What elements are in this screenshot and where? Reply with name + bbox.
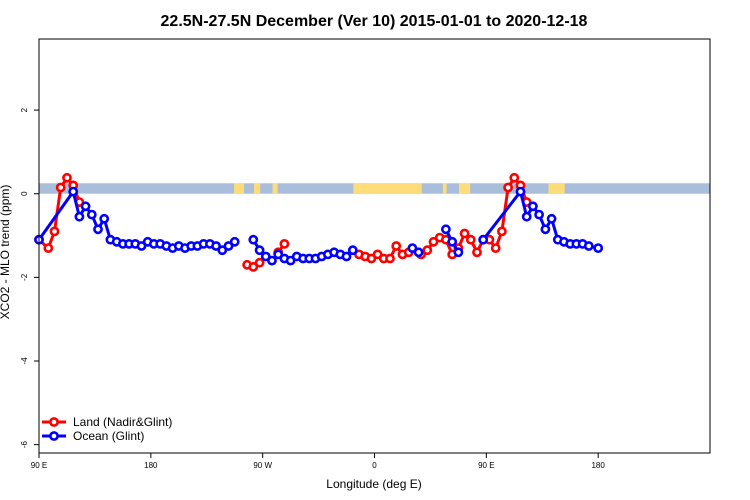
data-point	[440, 224, 451, 235]
data-point	[503, 182, 513, 193]
x-axis: 90 E 180 90 W 0 90 E 180	[31, 453, 605, 470]
data-point	[447, 236, 458, 247]
data-point	[521, 211, 532, 222]
data-point	[49, 226, 60, 237]
data-point	[248, 261, 259, 272]
data-point	[496, 226, 507, 237]
data-point	[55, 182, 66, 193]
data-point	[528, 201, 538, 212]
data-point	[490, 243, 501, 253]
data-point	[99, 213, 110, 224]
x-tick-label: 90 E	[478, 461, 494, 470]
data-point	[74, 211, 85, 222]
data-point	[68, 186, 79, 197]
data-point	[515, 186, 526, 197]
data-point	[341, 251, 352, 262]
data-point	[509, 172, 520, 183]
y-tick-label: -4	[20, 357, 29, 365]
map-land-segment	[272, 183, 278, 194]
data-point	[136, 241, 147, 251]
y-tick-label: 0	[20, 191, 29, 196]
legend-marker	[49, 417, 59, 427]
data-point	[385, 253, 395, 264]
data-point	[534, 209, 544, 220]
data-point	[229, 236, 240, 247]
y-tick-label: 2	[20, 107, 29, 112]
map-land-segment	[548, 183, 565, 194]
data-point	[267, 255, 277, 266]
map-strip	[39, 183, 710, 194]
data-point	[211, 241, 221, 251]
map-land-segment	[234, 183, 245, 194]
legend-label: Ocean (Glint)	[73, 429, 144, 443]
map-land-segment	[458, 183, 471, 194]
data-point	[472, 247, 482, 258]
data-point	[80, 201, 91, 212]
data-point	[413, 247, 424, 258]
data-point	[583, 241, 594, 251]
y-axis-label: XCO2 - MLO trend (ppm)	[0, 185, 12, 320]
data-point	[478, 234, 489, 245]
y-tick-label: -2	[20, 273, 29, 281]
x-axis-label: Longitude (deg E)	[326, 477, 421, 491]
data-point	[391, 241, 402, 251]
legend: Land (Nadir&Glint)Ocean (Glint)	[42, 415, 172, 443]
data-point	[223, 241, 234, 251]
map-land-segment	[442, 183, 447, 194]
x-tick-label: 90 E	[31, 461, 47, 470]
data-point	[254, 245, 265, 256]
x-tick-label: 0	[372, 461, 377, 470]
data-point	[217, 245, 228, 256]
legend-item: Ocean (Glint)	[42, 429, 144, 443]
legend-item: Land (Nadir&Glint)	[42, 415, 172, 429]
data-point	[62, 172, 72, 183]
map-land-segment	[353, 183, 422, 194]
legend-marker	[49, 431, 59, 441]
y-tick-label: -6	[20, 440, 29, 448]
data-point	[93, 224, 103, 235]
data-point	[279, 238, 290, 249]
data-point	[422, 245, 433, 256]
data-point	[407, 243, 418, 253]
y-axis: 2 0 -2 -4 -6	[20, 107, 39, 448]
x-tick-label: 90 W	[253, 461, 272, 470]
data-point	[459, 228, 470, 239]
chart-title: 22.5N-27.5N December (Ver 10) 2015-01-01…	[161, 13, 588, 30]
data-point	[248, 234, 259, 245]
series-layer	[34, 172, 604, 272]
series-ocean	[34, 186, 604, 266]
data-point	[593, 243, 604, 253]
data-point	[453, 247, 464, 258]
data-point	[540, 224, 551, 235]
data-point	[347, 245, 358, 256]
data-point	[86, 209, 97, 220]
data-point	[465, 234, 476, 245]
data-point	[43, 243, 54, 253]
legend-label: Land (Nadir&Glint)	[73, 415, 172, 429]
x-tick-label: 180	[591, 461, 605, 470]
data-point	[254, 257, 265, 268]
data-point	[428, 236, 439, 247]
map-land-segment	[253, 183, 261, 194]
x-tick-label: 180	[144, 461, 158, 470]
data-point	[546, 213, 557, 224]
